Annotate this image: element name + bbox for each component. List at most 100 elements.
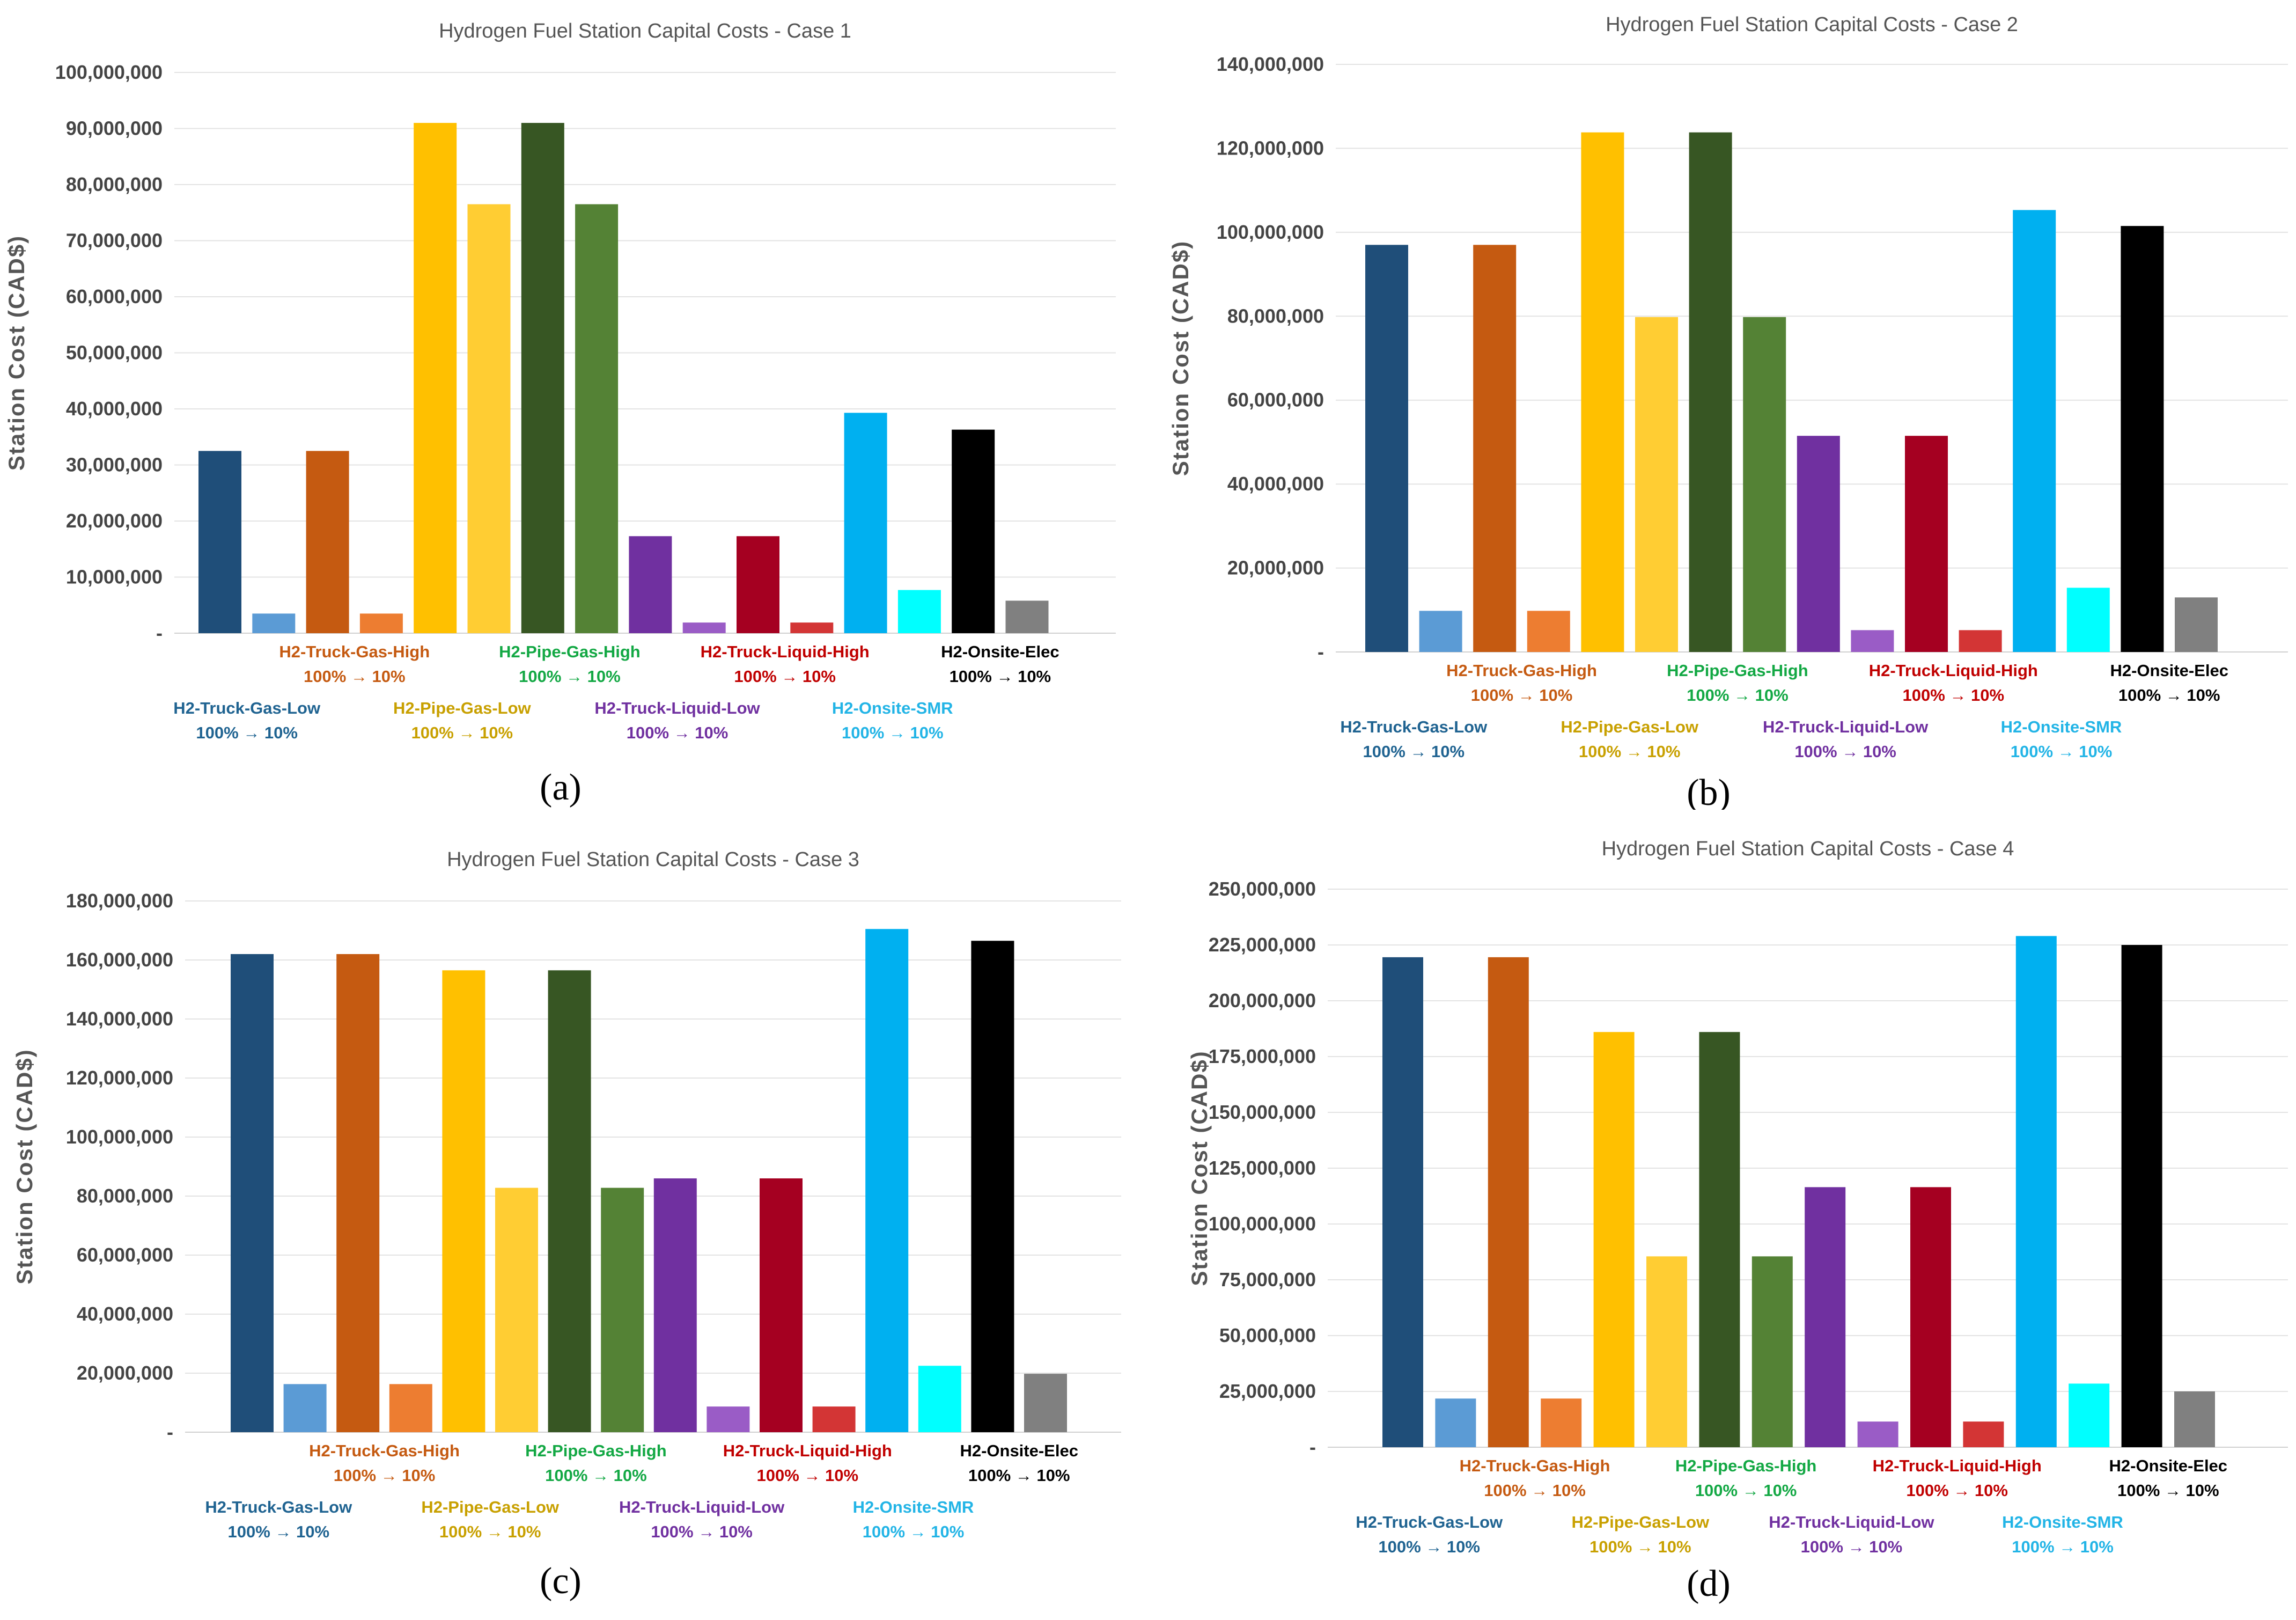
y-tick-label: 50,000,000 — [66, 342, 163, 364]
chart-title: Hydrogen Fuel Station Capital Costs - Ca… — [447, 848, 859, 871]
bar — [1473, 245, 1517, 653]
bar — [790, 622, 834, 633]
bar — [1419, 611, 1462, 652]
y-tick-label: 10,000,000 — [66, 566, 163, 588]
bar — [601, 1187, 644, 1432]
bar — [1743, 317, 1786, 652]
group-percent-label: 100% → 10% — [734, 667, 836, 686]
bar — [1805, 1187, 1846, 1447]
bar — [1905, 436, 1948, 652]
bar — [760, 1178, 803, 1432]
group-label: H2-Onsite-SMR — [2001, 717, 2122, 736]
y-axis-label: Station Cost (CAD$) — [12, 1049, 37, 1284]
y-tick-label: 60,000,000 — [77, 1244, 173, 1266]
panel-letter: (a) — [540, 767, 582, 808]
group-percent-label: 100% → 10% — [757, 1466, 859, 1485]
group-percent-label: 100% → 10% — [1378, 1537, 1480, 1556]
group-label: H2-Truck-Gas-High — [279, 642, 430, 661]
group-percent-label: 100% → 10% — [2011, 742, 2113, 761]
bar — [1635, 317, 1678, 652]
bar — [971, 941, 1014, 1432]
group-label: H2-Truck-Gas-High — [309, 1441, 460, 1460]
y-tick-label: 40,000,000 — [1227, 473, 1324, 495]
panel-letter: (b) — [1687, 772, 1731, 810]
bar — [306, 451, 349, 633]
bar — [1365, 245, 1408, 653]
chart-title: Hydrogen Fuel Station Capital Costs - Ca… — [1606, 13, 2018, 36]
bar — [682, 622, 726, 633]
y-tick-label: 125,000,000 — [1209, 1157, 1316, 1179]
bar-chart-case-4: Hydrogen Fuel Station Capital Costs - Ca… — [1187, 838, 2288, 1604]
group-percent-label: 100% → 10% — [1471, 686, 1573, 705]
bar — [2121, 226, 2164, 652]
group-label: H2-Truck-Liquid-High — [701, 642, 870, 661]
group-label: H2-Pipe-Gas-High — [1675, 1456, 1817, 1475]
group-percent-label: 100% → 10% — [411, 723, 513, 742]
y-tick-label: 225,000,000 — [1209, 934, 1316, 956]
y-tick-label: 20,000,000 — [1227, 557, 1324, 579]
group-percent-label: 100% → 10% — [196, 723, 298, 742]
y-tick-label: 70,000,000 — [66, 230, 163, 252]
group-label: H2-Truck-Gas-Low — [173, 699, 321, 717]
y-axis-label: Station Cost (CAD$) — [1168, 240, 1193, 476]
group-percent-label: 100% → 10% — [2118, 686, 2220, 705]
panel-letter: (d) — [1687, 1563, 1731, 1604]
bar — [2174, 1391, 2215, 1447]
group-label: H2-Onsite-SMR — [832, 699, 953, 717]
group-percent-label: 100% → 10% — [545, 1466, 647, 1485]
bar — [1435, 1398, 1476, 1447]
y-tick-label: 250,000,000 — [1209, 878, 1316, 900]
group-percent-label: 100% → 10% — [519, 667, 621, 686]
chart-panel-d: Hydrogen Fuel Station Capital Costs - Ca… — [1148, 810, 2296, 1619]
group-percent-label: 100% → 10% — [1687, 686, 1789, 705]
bar — [336, 954, 380, 1432]
bar — [737, 536, 779, 633]
bar-chart-case-1: Hydrogen Fuel Station Capital Costs - Ca… — [4, 20, 1116, 808]
bar — [1382, 957, 1423, 1447]
bar — [198, 451, 241, 633]
bar — [442, 970, 485, 1432]
y-tick-label: - — [1309, 1436, 1316, 1458]
group-percent-label: 100% → 10% — [1589, 1537, 1691, 1556]
chart-panel-b: Hydrogen Fuel Station Capital Costs - Ca… — [1148, 0, 2296, 810]
group-percent-label: 100% → 10% — [1903, 686, 2005, 705]
group-label: H2-Pipe-Gas-Low — [421, 1498, 560, 1516]
group-percent-label: 100% → 10% — [304, 667, 406, 686]
group-label: H2-Truck-Gas-High — [1460, 1456, 1610, 1475]
bar — [252, 613, 296, 633]
y-tick-label: 140,000,000 — [1217, 53, 1324, 75]
bar — [521, 123, 564, 634]
group-percent-label: 100% → 10% — [1794, 742, 1896, 761]
group-percent-label: 100% → 10% — [1579, 742, 1681, 761]
group-percent-label: 100% → 10% — [1801, 1537, 1903, 1556]
group-percent-label: 100% → 10% — [228, 1522, 330, 1541]
y-axis-label: Station Cost (CAD$) — [1187, 1050, 1212, 1286]
group-percent-label: 100% → 10% — [2117, 1481, 2219, 1500]
y-tick-label: 80,000,000 — [66, 173, 163, 195]
group-label: H2-Truck-Gas-Low — [1340, 717, 1488, 736]
bar — [812, 1406, 856, 1432]
bar — [707, 1406, 750, 1432]
group-percent-label: 100% → 10% — [842, 723, 944, 742]
group-label: H2-Truck-Liquid-High — [723, 1441, 892, 1460]
bar — [283, 1384, 327, 1432]
group-label: H2-Pipe-Gas-Low — [1571, 1513, 1710, 1531]
group-percent-label: 100% → 10% — [2012, 1537, 2114, 1556]
chart-panel-c: Hydrogen Fuel Station Capital Costs - Ca… — [0, 810, 1148, 1619]
y-tick-label: 40,000,000 — [66, 398, 163, 420]
group-label: H2-Pipe-Gas-Low — [393, 699, 532, 717]
bar — [1797, 436, 1840, 652]
group-percent-label: 100% → 10% — [439, 1522, 541, 1541]
bar — [844, 413, 887, 633]
group-label: H2-Onsite-Elec — [941, 642, 1059, 661]
group-percent-label: 100% → 10% — [627, 723, 728, 742]
bar — [359, 613, 403, 633]
y-tick-label: 80,000,000 — [1227, 305, 1324, 327]
y-tick-label: 100,000,000 — [1217, 221, 1324, 243]
y-tick-label: - — [156, 622, 163, 644]
bar — [1541, 1398, 1582, 1447]
y-tick-label: 20,000,000 — [77, 1362, 173, 1384]
bar — [2015, 936, 2057, 1447]
y-tick-label: 120,000,000 — [1217, 137, 1324, 159]
bar — [495, 1187, 538, 1432]
